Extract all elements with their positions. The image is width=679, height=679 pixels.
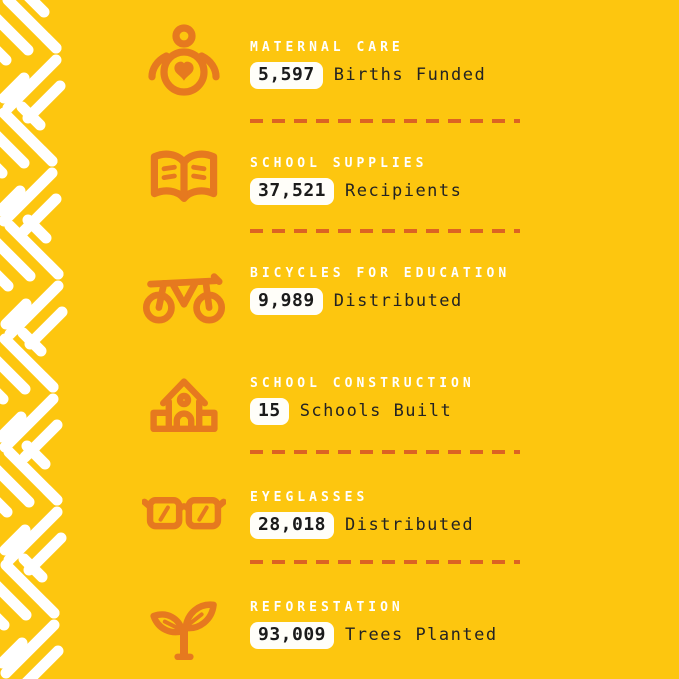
stat-title: EYEGLASSES [250, 489, 369, 505]
bicycle-icon [142, 248, 226, 332]
stat-row-eyeglasses: EYEGLASSES 28,018 Distributed [142, 472, 474, 556]
stat-title: MATERNAL CARE [250, 39, 404, 55]
stat-unit-label: Births Funded [333, 65, 487, 85]
dashed-divider [250, 450, 520, 454]
maternal-care-icon [142, 22, 226, 106]
stat-row-reforestation: REFORESTATION 93,009 Trees Planted [142, 582, 498, 666]
stat-value-badge: 5,597 [250, 61, 323, 89]
dashed-divider [250, 119, 520, 123]
stat-row-school-supplies: SCHOOL SUPPLIES 37,521 Recipients [142, 138, 462, 222]
eyeglasses-icon [142, 472, 226, 556]
dashed-divider [250, 229, 520, 233]
stat-title: SCHOOL CONSTRUCTION [250, 375, 475, 391]
mudcloth-pattern-decoration [0, 0, 70, 679]
stat-unit-label: Distributed [333, 291, 463, 311]
school-building-icon [142, 358, 226, 442]
stat-row-school-construction: SCHOOL CONSTRUCTION 15 Schools Built [142, 358, 475, 442]
seedling-icon [142, 582, 226, 666]
stat-unit-label: Schools Built [299, 401, 453, 421]
stat-unit-label: Distributed [345, 515, 475, 535]
stat-value-badge: 15 [250, 397, 289, 425]
stat-value-badge: 37,521 [250, 177, 335, 205]
stat-row-bicycles: BICYCLES FOR EDUCATION 9,989 Distributed [142, 248, 510, 332]
stat-value-badge: 9,989 [250, 287, 323, 315]
dashed-divider [250, 560, 520, 564]
stat-title: SCHOOL SUPPLIES [250, 155, 428, 171]
stat-row-maternal-care: MATERNAL CARE 5,597 Births Funded [142, 22, 486, 106]
open-book-icon [142, 138, 226, 222]
stat-value-badge: 28,018 [250, 511, 335, 539]
stat-title: BICYCLES FOR EDUCATION [250, 265, 511, 281]
stat-title: REFORESTATION [250, 599, 404, 615]
stat-unit-label: Recipients [345, 181, 463, 201]
stat-value-badge: 93,009 [250, 621, 335, 649]
stat-unit-label: Trees Planted [345, 625, 498, 645]
